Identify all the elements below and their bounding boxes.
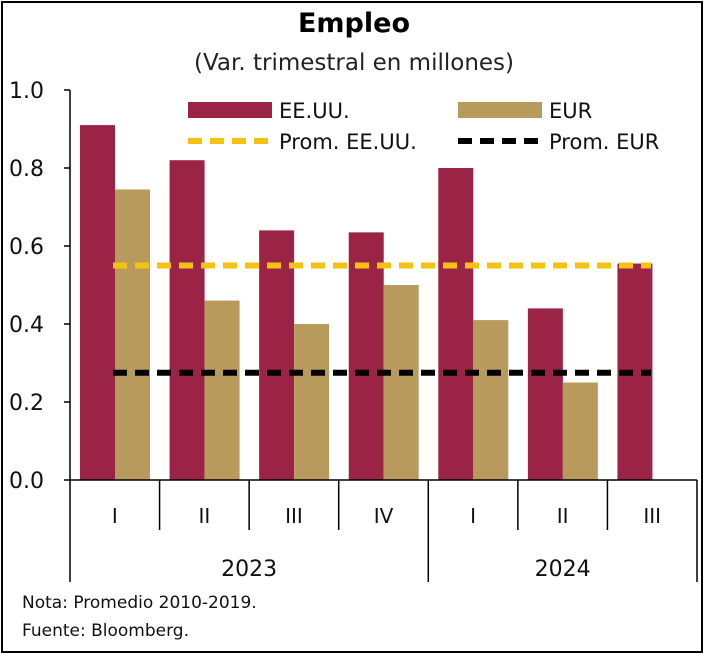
y-tick-label: 0.8 bbox=[9, 157, 44, 182]
y-tick-label: 0.6 bbox=[9, 235, 44, 260]
bar-eur bbox=[294, 324, 330, 480]
bar-eeuu bbox=[527, 308, 563, 480]
note-text: Nota: Promedio 2010-2019. bbox=[22, 593, 257, 613]
bar-eur bbox=[204, 300, 240, 480]
source-text: Fuente: Bloomberg. bbox=[22, 621, 189, 641]
x-category-label: III bbox=[643, 504, 661, 528]
bar-eur bbox=[562, 382, 598, 480]
legend-swatch-eur bbox=[458, 102, 542, 118]
bar-eeuu bbox=[259, 230, 295, 480]
legend-label-eur: EUR bbox=[549, 99, 592, 123]
x-category-label: IV bbox=[374, 504, 394, 528]
y-tick-label: 0.0 bbox=[9, 469, 44, 494]
x-category-label: II bbox=[198, 504, 210, 528]
chart-subtitle: (Var. trimestral en millones) bbox=[193, 50, 515, 76]
y-tick-label: 0.2 bbox=[9, 391, 44, 416]
chart-title: Empleo bbox=[297, 8, 411, 39]
bar-eeuu bbox=[169, 160, 205, 480]
y-tick-label: 0.4 bbox=[9, 313, 44, 338]
x-year-label: 2024 bbox=[535, 557, 591, 582]
x-category-label: I bbox=[470, 504, 476, 528]
y-tick-label: 1.0 bbox=[9, 79, 44, 104]
x-category-label: II bbox=[557, 504, 569, 528]
bar-eeuu bbox=[348, 232, 384, 480]
x-category-label: I bbox=[112, 504, 118, 528]
legend-label-prom-eur: Prom. EUR bbox=[549, 130, 659, 154]
legend-label-eeuu: EE.UU. bbox=[279, 99, 350, 123]
x-year-label: 2023 bbox=[221, 557, 277, 582]
legend-swatch-eeuu bbox=[188, 102, 272, 118]
x-category-label: III bbox=[285, 504, 303, 528]
bar-eeuu bbox=[80, 125, 115, 480]
bar-eeuu bbox=[438, 168, 474, 480]
bar-eur bbox=[115, 189, 150, 480]
bar-eur bbox=[473, 320, 509, 480]
legend-label-prom-eeuu: Prom. EE.UU. bbox=[279, 130, 417, 154]
bar-eur bbox=[383, 285, 419, 480]
